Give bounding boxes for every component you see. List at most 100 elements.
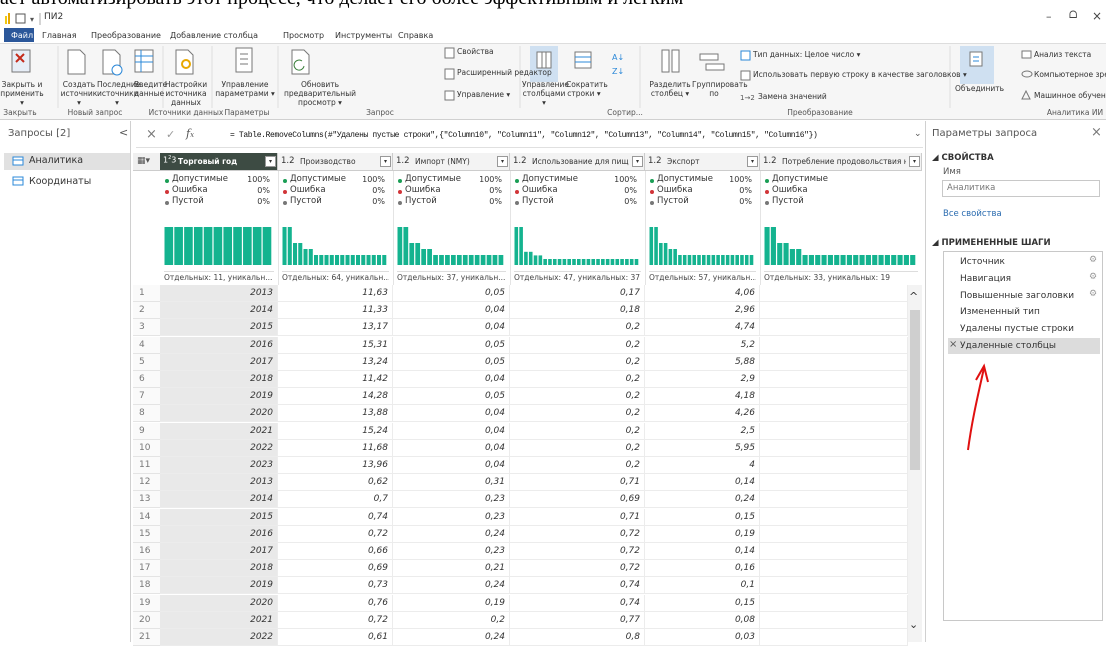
ribbon-small-button[interactable]: Компьютерное зрение [1034, 70, 1106, 79]
ribbon-small-button[interactable]: Машинное обучение Azu [1034, 91, 1106, 100]
cell: 0,23 [393, 543, 510, 560]
cell: 0,62 [278, 474, 393, 492]
row-number: 14 [133, 508, 160, 526]
settings-close[interactable]: × [1091, 125, 1102, 140]
ribbon-small-button[interactable]: Управление ▾ [457, 90, 511, 99]
cell: 0,7 [278, 491, 393, 509]
close-button[interactable]: × [1092, 9, 1103, 23]
cell: 11,68 [278, 439, 393, 457]
scroll-up[interactable]: ^ [909, 290, 919, 303]
cell: 0,74 [510, 594, 645, 612]
ribbon-button[interactable]: Введите данные [134, 80, 168, 98]
title-bar [0, 10, 1106, 28]
query-item[interactable]: Координаты [29, 176, 92, 187]
scroll-down[interactable]: ⌄ [909, 618, 919, 631]
applied-step[interactable]: Навигация [960, 273, 1012, 284]
all-properties-link[interactable]: Все свойства [943, 209, 1002, 219]
formula-text[interactable]: = Table.RemoveColumns(#"Удалены пустые с… [230, 131, 818, 140]
column-filter[interactable]: ▾ [380, 156, 391, 167]
cell: 0,2 [510, 371, 645, 388]
column-header[interactable] [160, 153, 278, 171]
collapse-button[interactable]: < [119, 126, 129, 139]
column-header[interactable] [278, 153, 393, 171]
column-header[interactable] [645, 153, 760, 171]
step-settings[interactable]: ⚙ [1089, 255, 1098, 265]
tab[interactable]: Просмотр [283, 31, 325, 40]
column-filter[interactable]: ▾ [909, 156, 920, 167]
name-input[interactable]: Аналитика [942, 180, 1100, 197]
formula-confirm[interactable]: ✓ [166, 128, 176, 141]
applied-step[interactable]: Удаленные столбцы [948, 338, 1100, 354]
ribbon-button[interactable]: Объединить [955, 84, 1005, 93]
cell: 0,21 [393, 560, 510, 578]
ribbon-button[interactable]: Последние источники ▾ [97, 80, 141, 107]
column-filter[interactable]: ▾ [265, 156, 276, 167]
ribbon-group-label: Параметры [224, 108, 270, 117]
column-filter[interactable]: ▾ [747, 156, 758, 167]
cell: 5,95 [645, 439, 760, 457]
step-settings[interactable]: ⚙ [1089, 271, 1098, 282]
cell: 15,24 [278, 422, 393, 440]
restore-button[interactable]: ᗝ [1069, 10, 1078, 21]
applied-step[interactable]: Повышенные заголовки [960, 290, 1075, 301]
tab[interactable]: Инструменты [335, 31, 393, 40]
tab[interactable]: Добавление столбца [170, 31, 258, 40]
ribbon-small-button[interactable]: Замена значений [758, 92, 827, 101]
ribbon-button[interactable]: Закрыть и применить ▾ [0, 80, 44, 107]
cell: 2017 [160, 353, 278, 371]
ribbon-button[interactable]: Управление столбцами ▾ [522, 80, 570, 107]
ribbon-button[interactable]: Обновить предварительный просмотр ▾ [283, 80, 356, 107]
cell-empty [760, 371, 908, 388]
scrollbar-thumb[interactable] [910, 310, 920, 470]
profile-label: Допустимые [172, 174, 228, 184]
step-settings[interactable]: ⚙ [1089, 288, 1098, 299]
tab[interactable]: Справка [398, 31, 434, 40]
ribbon-small-button[interactable]: Тип данных: Целое число ▾ [753, 50, 861, 59]
column-header[interactable] [393, 153, 510, 171]
minimize-button[interactable]: – [1046, 10, 1052, 23]
cell-empty [760, 439, 908, 457]
row-number: 1 [133, 285, 160, 302]
cell: 2015 [160, 319, 278, 337]
column-distinct: Отдельных: 33, уникальных: 19 [764, 271, 918, 282]
tab[interactable]: Файл [11, 31, 34, 40]
ribbon-button[interactable]: Разделить столбец ▾ [649, 80, 691, 98]
ribbon-small-button[interactable]: Анализ текста [1034, 50, 1092, 59]
ribbon-small-button[interactable]: Использовать первую строку в качестве за… [753, 70, 967, 79]
tab[interactable]: Главная [42, 31, 77, 40]
cell: 2013 [160, 285, 278, 302]
profile-percent: 100% [362, 175, 385, 184]
profile-percent: 100% [614, 175, 637, 184]
ribbon-button[interactable]: Создать источник ▾ [60, 80, 98, 107]
column-header[interactable] [760, 153, 922, 171]
profile-label: Допустимые [405, 174, 461, 184]
cell: 0,24 [393, 577, 510, 595]
tab[interactable]: Преобразование [91, 31, 161, 40]
formula-cancel[interactable]: × [146, 127, 157, 142]
ribbon-button[interactable]: Сократить строки ▾ [566, 80, 608, 98]
cell: 0,05 [393, 336, 510, 354]
cell: 0,04 [393, 319, 510, 337]
applied-step[interactable]: Источник [960, 257, 1005, 267]
cell: 11,42 [278, 371, 393, 388]
query-item[interactable]: Аналитика [29, 155, 84, 166]
applied-step[interactable]: Измененный тип [960, 307, 1040, 318]
column-header[interactable] [510, 153, 645, 171]
ribbon-small-button[interactable]: Расширенный редактор [457, 68, 552, 77]
cell: 0,08 [645, 611, 760, 629]
column-filter[interactable]: ▾ [497, 156, 508, 167]
ribbon-button[interactable]: Настройки источника данных [164, 80, 208, 107]
ribbon-button[interactable]: Управление параметрами ▾ [215, 80, 275, 98]
step-delete[interactable]: × [949, 339, 958, 350]
column-filter[interactable]: ▾ [632, 156, 643, 167]
ribbon-small-button[interactable]: Свойства [457, 47, 494, 56]
cell: 0,24 [645, 491, 760, 509]
cell: 0,76 [278, 594, 393, 612]
column-type-icon: 123 [163, 155, 177, 165]
corner-cell[interactable]: ▦▾ [133, 153, 160, 171]
formula-expand[interactable]: ⌄ [914, 129, 922, 139]
ribbon-button[interactable]: Группировать по [692, 80, 748, 98]
row-number: 6 [133, 371, 160, 388]
column-name: Использование для пищи [532, 157, 629, 166]
applied-step[interactable]: Удалены пустые строки [960, 324, 1074, 335]
